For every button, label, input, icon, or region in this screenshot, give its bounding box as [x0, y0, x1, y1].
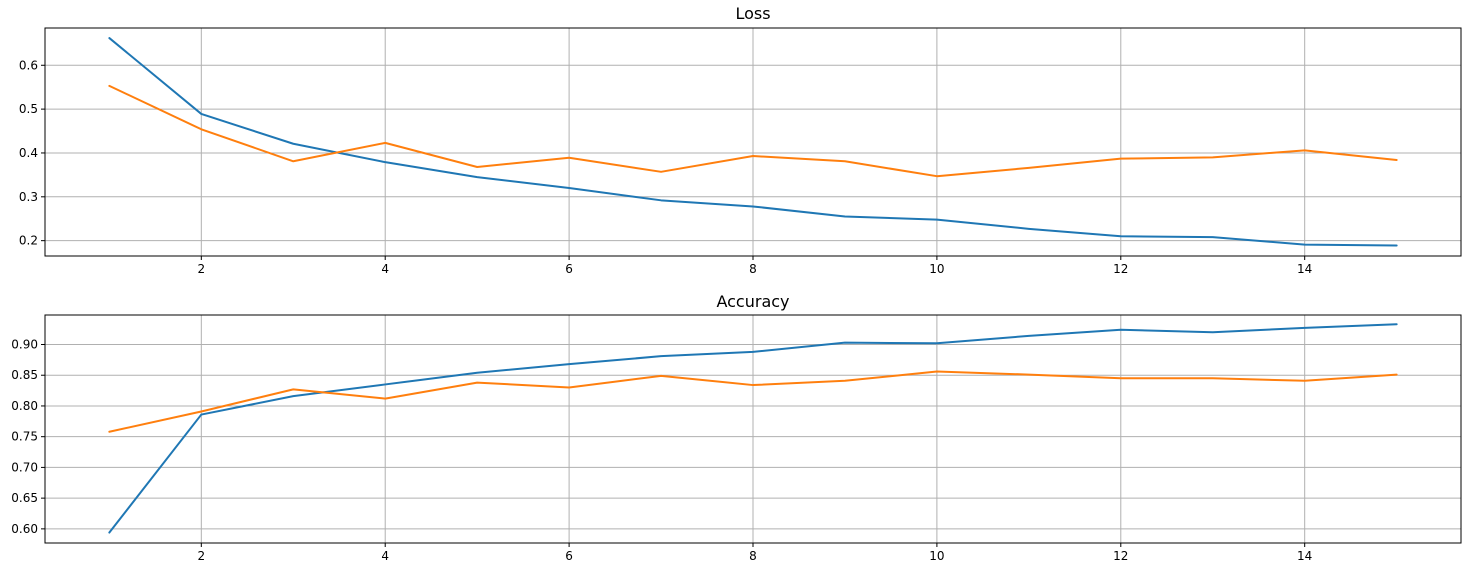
accuracy-y-tick-label-4: 0.80: [11, 399, 38, 413]
accuracy-x-tick-label-8: 8: [749, 549, 757, 563]
accuracy-y-tick-label-6: 0.90: [11, 337, 38, 351]
loss-x-tick-label-4: 4: [381, 262, 389, 276]
accuracy-x-tick-label-6: 6: [565, 549, 573, 563]
loss-series-0-line: [108, 37, 1398, 247]
loss-panel: Loss 2 4 6 8 10 12 14 0.2 0.3 0.4 0.5 0.6: [19, 4, 1462, 276]
accuracy-panel: Accuracy 2 4 6 8 10 12 14 0.60 0.65 0.70 0.75 0.80 0…: [11, 292, 1462, 563]
accuracy-x-tick-label-12: 12: [1113, 549, 1128, 563]
loss-x-tick-label-10: 10: [929, 262, 944, 276]
accuracy-y-tick-label-2: 0.70: [11, 460, 38, 474]
loss-x-tick-label-14: 14: [1297, 262, 1312, 276]
accuracy-series-1-line: [108, 370, 1398, 433]
accuracy-x-tick-label-2: 2: [197, 549, 205, 563]
accuracy-y-tick-label-3: 0.75: [11, 430, 38, 444]
loss-y-tick-label-1: 0.3: [19, 190, 38, 204]
loss-series-1-line: [108, 84, 1398, 178]
accuracy-x-tick-label-4: 4: [381, 549, 389, 563]
loss-x-tick-label-12: 12: [1113, 262, 1128, 276]
accuracy-y-tick-label-0: 0.60: [11, 522, 38, 536]
accuracy-x-tick-label-14: 14: [1297, 549, 1312, 563]
accuracy-y-tick-label-5: 0.85: [11, 368, 38, 382]
loss-y-tick-label-0: 0.2: [19, 234, 38, 248]
loss-y-tick-label-2: 0.4: [19, 146, 38, 160]
loss-y-tick-label-3: 0.5: [19, 102, 38, 116]
loss-x-tick-label-2: 2: [197, 262, 205, 276]
accuracy-y-tick-label-1: 0.65: [11, 491, 38, 505]
accuracy-x-tick-label-10: 10: [929, 549, 944, 563]
loss-x-tick-label-6: 6: [565, 262, 573, 276]
loss-x-tick-label-8: 8: [749, 262, 757, 276]
loss-chart-title: Loss: [735, 4, 770, 23]
loss-y-tick-label-4: 0.6: [19, 58, 38, 72]
accuracy-chart-title: Accuracy: [716, 292, 789, 311]
